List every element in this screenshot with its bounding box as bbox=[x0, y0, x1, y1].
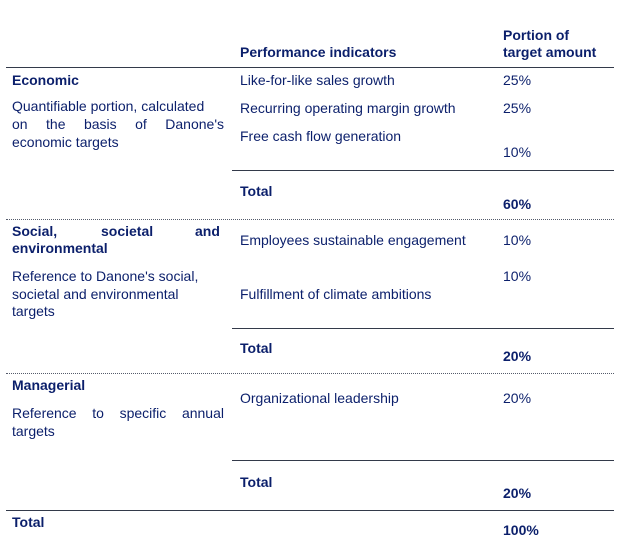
economic-indicator-2: Recurring operating margin growth bbox=[240, 100, 456, 116]
economic-desc-line1: Quantifiable portion, calculated bbox=[12, 98, 205, 114]
managerial-portion-1: 20% bbox=[503, 390, 532, 406]
managerial-desc-line2: targets bbox=[12, 423, 55, 439]
social-title-part2: societal bbox=[101, 223, 154, 239]
economic-desc-line3: economic targets bbox=[12, 134, 119, 150]
header-portion-line1: Portion of bbox=[503, 27, 570, 43]
economic-indicator-3: Free cash flow generation bbox=[240, 128, 402, 144]
managerial-total-label: Total bbox=[240, 474, 273, 490]
grand-total-rule bbox=[6, 510, 614, 511]
economic-total-value: 60% bbox=[503, 196, 532, 212]
social-total-label: Total bbox=[240, 340, 273, 356]
header-rule bbox=[6, 67, 614, 68]
social-title-part1: Social, bbox=[12, 223, 58, 239]
economic-desc-line2: on the basis of Danone's bbox=[12, 116, 224, 132]
social-portion-2: 10% bbox=[503, 268, 532, 284]
grand-total-label: Total bbox=[12, 514, 45, 530]
economic-portion-2: 25% bbox=[503, 100, 532, 116]
economic-portion-1: 25% bbox=[503, 72, 532, 88]
header-indicators: Performance indicators bbox=[240, 44, 397, 60]
social-separator bbox=[6, 373, 614, 374]
social-title-line2: environmental bbox=[12, 240, 108, 256]
economic-total-label: Total bbox=[240, 183, 273, 199]
managerial-indicator-1: Organizational leadership bbox=[240, 390, 399, 406]
economic-indicator-1: Like-for-like sales growth bbox=[240, 72, 395, 88]
social-indicator-1: Employees sustainable engagement bbox=[240, 232, 466, 248]
economic-total-rule bbox=[232, 170, 614, 171]
economic-portion-3: 10% bbox=[503, 144, 532, 160]
header-portion-line2: target amount bbox=[503, 44, 597, 60]
social-title-part3: and bbox=[195, 223, 220, 239]
economic-separator bbox=[6, 219, 614, 220]
social-total-rule bbox=[232, 328, 614, 329]
managerial-total-value: 20% bbox=[503, 485, 532, 501]
economic-title: Economic bbox=[12, 72, 79, 88]
social-total-value: 20% bbox=[503, 348, 532, 364]
social-portion-1: 10% bbox=[503, 232, 532, 248]
grand-total-value: 100% bbox=[503, 522, 539, 538]
managerial-title: Managerial bbox=[12, 377, 86, 393]
social-indicator-2: Fulfillment of climate ambitions bbox=[240, 286, 432, 302]
social-desc-line2: societal and environmental bbox=[12, 286, 179, 302]
social-desc-line1: Reference to Danone's social, bbox=[12, 268, 199, 284]
managerial-desc-line1: Reference to specific annual bbox=[12, 405, 224, 421]
social-desc-line3: targets bbox=[12, 303, 55, 319]
managerial-total-rule bbox=[232, 460, 614, 461]
